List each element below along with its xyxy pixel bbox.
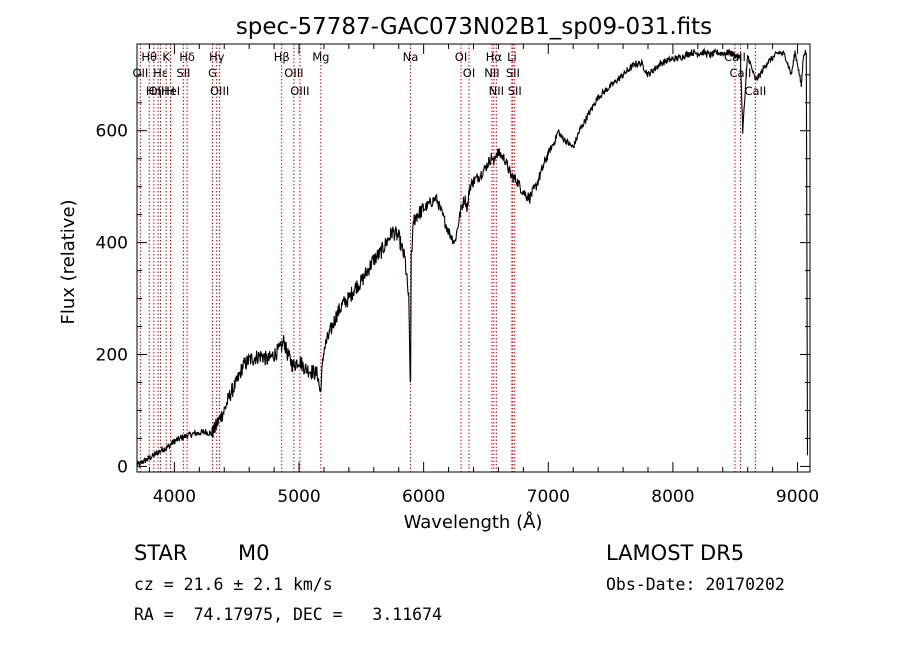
line-marker-label: Hε bbox=[153, 66, 168, 80]
x-axis-ticks: 4000 5000 6000 7000 8000 9000 bbox=[148, 44, 819, 507]
line-marker-label: Hγ bbox=[209, 50, 225, 64]
line-marker-label: Hβ bbox=[274, 50, 290, 64]
line-marker-label: OII bbox=[132, 66, 148, 80]
chart-title: spec-57787-GAC073N02B1_sp09-031.fits bbox=[236, 14, 712, 40]
y-axis-ticks: 0 200 400 600 bbox=[96, 74, 810, 477]
line-marker-label: Hδ bbox=[179, 50, 195, 64]
line-markers bbox=[139, 44, 756, 472]
survey-name: LAMOST DR5 bbox=[606, 541, 744, 565]
line-marker-label: SII bbox=[508, 84, 522, 98]
line-marker-label: SII bbox=[506, 66, 520, 80]
y-axis-label: Flux (relative) bbox=[58, 199, 79, 324]
redshift-cz: cz = 21.6 ± 2.1 km/s bbox=[134, 575, 333, 594]
line-marker-label: OI bbox=[455, 50, 467, 64]
line-marker-label: H bbox=[166, 84, 175, 98]
line-marker-label: SII bbox=[176, 66, 190, 80]
obs-date: Obs-Date: 20170202 bbox=[606, 575, 785, 594]
y-tick-label: 600 bbox=[96, 122, 128, 142]
x-tick-label: 6000 bbox=[402, 487, 445, 507]
x-tick-label: 4000 bbox=[153, 487, 196, 507]
line-marker-label: Hα bbox=[486, 50, 503, 64]
subclass: M0 bbox=[238, 541, 269, 565]
x-tick-label: 8000 bbox=[651, 487, 694, 507]
line-marker-label: OIII bbox=[284, 66, 303, 80]
y-tick-label: 0 bbox=[117, 457, 128, 477]
line-marker-label: NII bbox=[489, 84, 504, 98]
y-tick-label: 400 bbox=[96, 234, 128, 254]
line-marker-label: OIII bbox=[148, 84, 167, 98]
x-tick-label: 7000 bbox=[527, 487, 570, 507]
line-marker-label: NII bbox=[484, 66, 499, 80]
line-marker-label: OI bbox=[463, 66, 475, 80]
line-marker-label: Mg bbox=[312, 50, 329, 64]
x-axis-label: Wavelength (Å) bbox=[404, 511, 543, 533]
line-marker-label: HeI bbox=[161, 84, 180, 98]
x-tick-label: 5000 bbox=[277, 487, 320, 507]
line-marker-label: OIII bbox=[210, 84, 229, 98]
line-marker-label: CaII bbox=[744, 84, 766, 98]
line-marker-label: Li bbox=[507, 50, 517, 64]
object-class: STAR bbox=[134, 541, 187, 565]
plot-frame bbox=[136, 43, 811, 473]
spectrum-line bbox=[136, 47, 809, 468]
ra-dec-coordinates: RA = 74.17975, DEC = 3.11674 bbox=[134, 605, 442, 624]
line-marker-label: Hθ bbox=[141, 50, 157, 64]
y-tick-label: 200 bbox=[96, 346, 128, 366]
line-marker-label: K bbox=[162, 50, 170, 64]
x-tick-label: 9000 bbox=[776, 487, 819, 507]
line-marker-label: Hη bbox=[146, 84, 162, 98]
line-marker-label: OIII bbox=[290, 84, 309, 98]
line-marker-label: Na bbox=[403, 50, 419, 64]
line-marker-label: G bbox=[208, 66, 217, 80]
